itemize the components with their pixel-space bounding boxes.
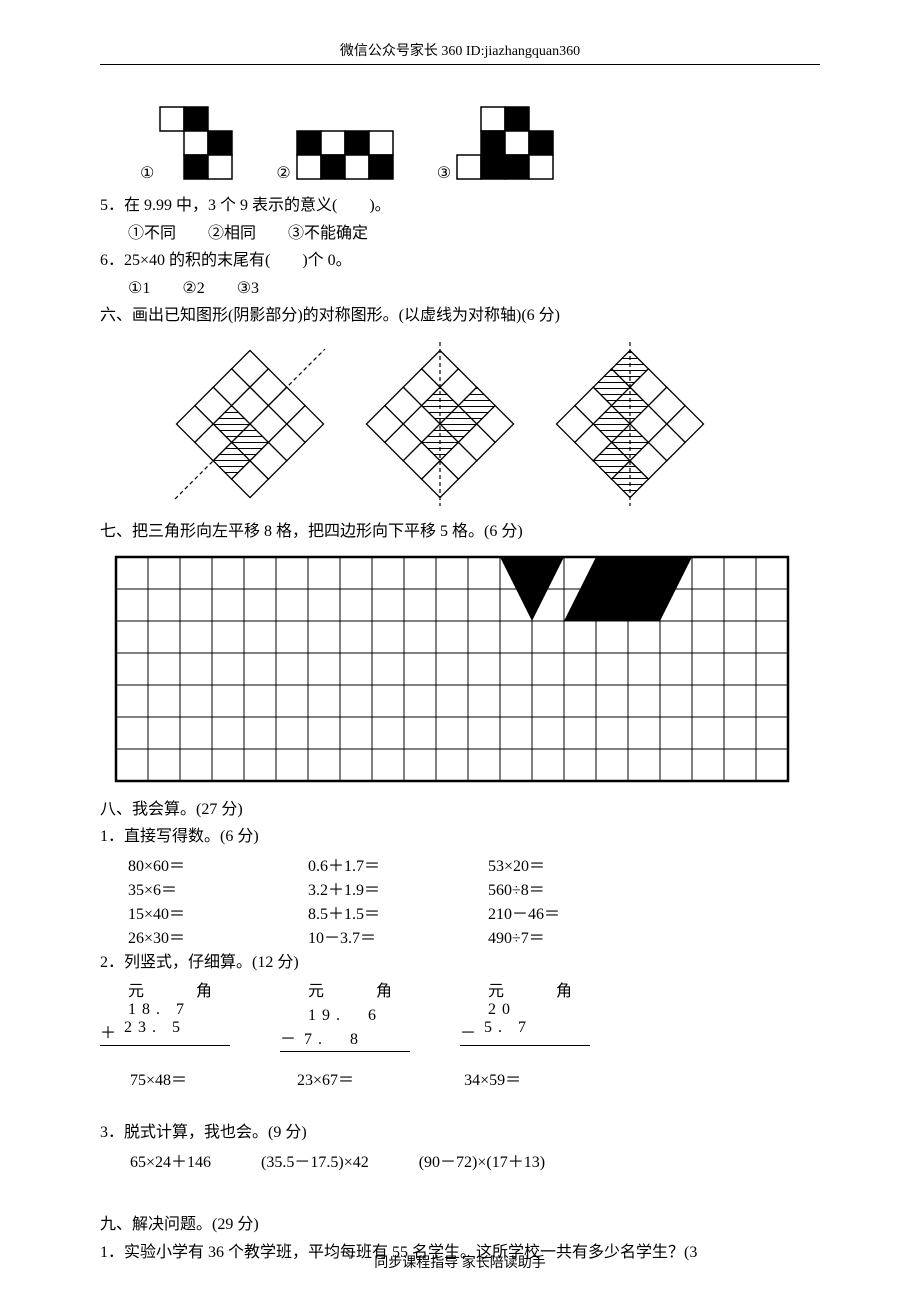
calc-col: 80×60＝35×6＝15×40＝26×30＝ — [128, 852, 268, 948]
calc-cell: 26×30＝ — [128, 924, 268, 948]
step-expr: (35.5－17.5)×42 — [261, 1148, 369, 1172]
calc-cell: 210－46＝ — [488, 900, 628, 924]
vert-num-a: 20 — [460, 1001, 590, 1019]
sec8-title: 八、我会算。(27 分) — [100, 797, 820, 823]
sec9-title: 九、解决问题。(29 分) — [100, 1212, 820, 1238]
vert-num-b: 23. 5 — [124, 1019, 186, 1043]
q5-text: 5．在 9.99 中，3 个 9 表示的意义( )。 — [100, 193, 820, 219]
sec8-p3-title: 3．脱式计算，我也会。(9 分) — [100, 1120, 820, 1146]
vertical-calc-block: 元 角19. 6－ 7. 8 — [280, 977, 410, 1052]
pattern-2-svg — [295, 129, 397, 183]
operator: － — [280, 1025, 304, 1049]
operator: － — [460, 1019, 484, 1043]
page-footer: 同步课程指导 家长陪读助手 — [0, 1252, 920, 1272]
vertical-calc-row: 元 角18. 7＋23. 5元 角19. 6－ 7. 8元 角20－ 5. 7 — [100, 977, 820, 1052]
vert-num-b: 7. 8 — [304, 1025, 364, 1049]
option-label: ③ — [437, 163, 451, 183]
operator: ＋ — [100, 1019, 124, 1043]
sec6-diamonds — [160, 339, 820, 509]
calc-cell: 3.2＋1.9＝ — [308, 876, 448, 900]
calc-col: 0.6＋1.7＝3.2＋1.9＝8.5＋1.5＝10－3.7＝ — [308, 852, 448, 948]
vertical-calc-block: 元 角18. 7＋23. 5 — [100, 977, 230, 1052]
page-header: 微信公众号家长 360 ID:jiazhangquan360 — [100, 40, 820, 65]
vert-op-row: － 7. 8 — [280, 1025, 410, 1052]
vert-num-a: 18. 7 — [100, 1001, 230, 1019]
calc-cell: 0.6＋1.7＝ — [308, 852, 448, 876]
sec8-p2-title: 2．列竖式，仔细算。(12 分) — [100, 950, 820, 976]
option-label: ② — [276, 163, 290, 183]
calc-cell: 490÷7＝ — [488, 924, 628, 948]
calc-cell: 35×6＝ — [128, 876, 268, 900]
sec8-p1-title: 1．直接写得数。(6 分) — [100, 824, 820, 850]
vertical-calc-block: 元 角20－ 5. 7 — [460, 977, 590, 1052]
calc-col: 53×20＝560÷8＝210－46＝490÷7＝ — [488, 852, 628, 948]
figure-option-1: ① — [140, 105, 236, 183]
pattern-1-svg — [158, 105, 236, 183]
grid-svg — [110, 551, 810, 791]
sec6-title: 六、画出已知图形(阴影部分)的对称图形。(以虚线为对称轴)(6 分) — [100, 303, 820, 329]
calc-cell: 53×20＝ — [488, 852, 628, 876]
calc-cell: 80×60＝ — [128, 852, 268, 876]
vert-header: 元 角 — [280, 977, 410, 1001]
q6-text: 6．25×40 的积的末尾有( )个 0。 — [100, 248, 820, 274]
mult-expr: 75×48＝ — [130, 1066, 187, 1090]
vert-num-b: 5. 7 — [484, 1019, 532, 1043]
calc-cell: 560÷8＝ — [488, 876, 628, 900]
mult-expr: 34×59＝ — [464, 1066, 521, 1090]
mult-expr: 23×67＝ — [297, 1066, 354, 1090]
step-expr: 65×24＋146 — [130, 1148, 211, 1172]
figure-option-2: ② — [276, 129, 396, 183]
vert-header: 元 角 — [460, 977, 590, 1001]
vert-op-row: ＋23. 5 — [100, 1019, 230, 1046]
pattern-3-svg — [455, 105, 557, 183]
vert-header: 元 角 — [100, 977, 230, 1001]
sec7-title: 七、把三角形向左平移 8 格，把四边形向下平移 5 格。(6 分) — [100, 519, 820, 545]
sec7-grid — [110, 551, 820, 791]
vert-op-row: － 5. 7 — [460, 1019, 590, 1046]
q5-opts: ①不同 ②相同 ③不能确定 — [100, 221, 820, 247]
calc-cell: 15×40＝ — [128, 900, 268, 924]
calc-cell: 8.5＋1.5＝ — [308, 900, 448, 924]
step-expr: (90－72)×(17＋13) — [419, 1148, 545, 1172]
vert-num-a: 19. 6 — [280, 1001, 410, 1025]
calc-table: 80×60＝35×6＝15×40＝26×30＝0.6＋1.7＝3.2＋1.9＝8… — [100, 852, 820, 948]
mult-row: 75×48＝ 23×67＝ 34×59＝ — [130, 1066, 820, 1090]
q6-opts: ①1 ②2 ③3 — [100, 276, 820, 302]
diamonds-svg — [160, 339, 720, 509]
figure-option-3: ③ — [437, 105, 557, 183]
figure-options-row: ① ② ③ — [140, 105, 820, 183]
page: 微信公众号家长 360 ID:jiazhangquan360 ① ② — [0, 0, 920, 1302]
expr-row: 65×24＋146 (35.5－17.5)×42 (90－72)×(17＋13) — [130, 1148, 820, 1172]
option-label: ① — [140, 163, 154, 183]
calc-cell: 10－3.7＝ — [308, 924, 448, 948]
